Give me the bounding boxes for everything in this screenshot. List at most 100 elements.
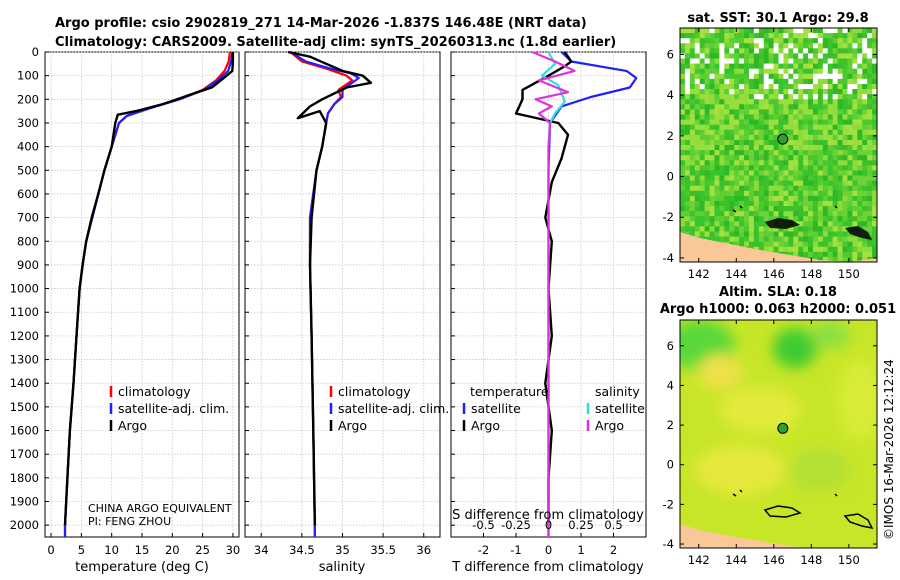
credit-line-2: PI: FENG ZHOU — [88, 515, 171, 528]
sst-cell — [768, 129, 774, 136]
sst-cell — [857, 170, 863, 176]
sst-cell — [798, 155, 804, 161]
sst-cell — [778, 129, 784, 136]
sst-cell — [788, 216, 794, 222]
sst-cell — [694, 119, 701, 126]
sst-cell — [822, 170, 829, 176]
sst-cell — [803, 94, 809, 100]
sst-cell — [793, 109, 799, 115]
sst-cell — [822, 89, 829, 95]
sst-cell — [680, 119, 686, 126]
sst-cell — [788, 68, 794, 75]
sst-cell — [822, 231, 829, 237]
sst-cell — [684, 68, 691, 75]
legend-temp-argo: Argo — [471, 418, 500, 433]
sst-cell — [709, 68, 715, 75]
sst-cell — [837, 206, 843, 212]
sst-cell — [852, 134, 858, 141]
sst-cell — [709, 150, 715, 156]
sst-cell — [808, 251, 814, 258]
sst-cell — [734, 99, 740, 105]
y-tick-label: 800 — [17, 234, 39, 248]
sst-cell — [699, 145, 706, 151]
sst-cell — [832, 221, 838, 227]
sst-cell — [822, 58, 829, 65]
sst-cell — [758, 221, 765, 227]
sst-cell — [763, 124, 770, 131]
sst-cell — [729, 206, 735, 212]
sst-cell — [827, 145, 834, 151]
sst-cell — [714, 38, 720, 44]
sst-cell — [872, 104, 877, 110]
sst-cell — [793, 170, 799, 176]
sst-cell — [862, 53, 868, 59]
sst-cell — [837, 33, 843, 39]
map-y-tick-label: 2 — [667, 129, 674, 143]
sst-cell — [714, 160, 720, 166]
sst-cell — [714, 190, 720, 197]
sst-cell — [857, 139, 863, 146]
sst-cell — [758, 68, 765, 75]
sst-cell — [699, 28, 706, 34]
sst-cell — [758, 83, 765, 90]
sst-cell — [852, 63, 858, 70]
sst-cell — [867, 104, 873, 110]
sst-cell — [719, 78, 725, 85]
sla-map-title-1: Altim. SLA: 0.18 — [719, 285, 837, 300]
sst-cell — [734, 73, 740, 80]
sst-cell — [684, 155, 691, 161]
sst-cell — [689, 216, 696, 222]
sst-cell — [837, 175, 843, 182]
sst-cell — [817, 43, 824, 49]
sst-cell — [758, 185, 765, 192]
sst-cell — [783, 145, 789, 151]
sst-cell — [744, 134, 750, 141]
sst-cell — [812, 145, 819, 151]
sst-cell — [783, 211, 789, 217]
sst-cell — [684, 139, 691, 146]
sst-cell — [867, 129, 873, 136]
sst-cell — [783, 160, 789, 166]
sst-cell — [872, 124, 877, 131]
sst-cell — [773, 124, 779, 131]
sst-cell — [872, 246, 877, 253]
temperature-panel: 0 5 10 15 20 25 300100200300400500600700800900… — [10, 45, 241, 575]
sst-cell — [709, 211, 715, 217]
sst-cell — [783, 155, 789, 161]
sst-cell — [783, 114, 789, 120]
sst-cell — [798, 145, 804, 151]
difference-panel: -2 -1 0 1 2-0.5 -0.25 0 0.25 0.5 T difference fr… — [450, 50, 647, 575]
sst-cell — [753, 155, 760, 161]
sst-cell — [803, 38, 809, 44]
legend-header-temperature: temperature — [470, 384, 549, 399]
sst-cell — [773, 63, 779, 70]
sst-cell — [817, 68, 824, 75]
sst-cell — [862, 175, 868, 182]
sst-cell — [847, 251, 853, 258]
sst-cell — [837, 53, 843, 59]
sst-cell — [689, 89, 696, 95]
sst-cell — [788, 200, 794, 207]
sst-cell — [832, 63, 838, 70]
sst-cell — [684, 134, 691, 141]
sst-island-new-ireland — [845, 226, 872, 240]
sst-cell — [719, 216, 725, 222]
sst-cell — [857, 165, 863, 171]
sst-cell — [744, 124, 750, 131]
sst-cell — [803, 139, 809, 146]
sst-cell — [812, 94, 819, 100]
sst-cell — [689, 139, 696, 146]
sst-cell — [788, 211, 794, 217]
sst-cell — [704, 48, 710, 54]
sst-cell — [719, 226, 725, 232]
sst-cell — [758, 226, 765, 232]
sst-cell — [709, 180, 715, 187]
sst-cell — [719, 99, 725, 105]
sst-cell — [724, 206, 730, 212]
sst-cell — [719, 170, 725, 176]
sst-cell — [867, 109, 873, 115]
sst-cell — [842, 165, 848, 171]
sst-cell — [704, 58, 710, 65]
sst-cell — [773, 226, 779, 232]
sst-cell — [724, 104, 730, 110]
